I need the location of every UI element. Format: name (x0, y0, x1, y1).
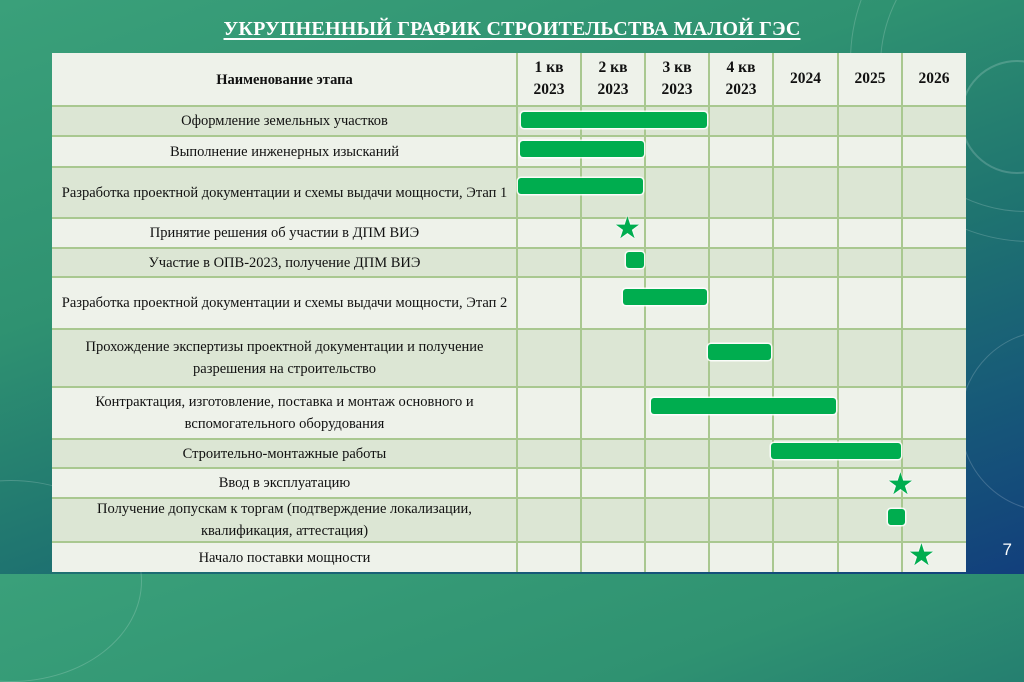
milestone-star-icon: ★ (908, 538, 935, 573)
stage-name: Получение допускам к торгам (подтвержден… (97, 501, 472, 539)
header-col-2026: 2026 (902, 53, 966, 105)
header-label: 2 кв (598, 59, 628, 76)
header-col-2024: 2024 (773, 53, 838, 105)
grid-line (708, 53, 710, 572)
header-label: 3 кв (662, 59, 692, 76)
grid-line (644, 53, 646, 572)
stage-name: Прохождение экспертизы проектной докумен… (85, 339, 484, 377)
milestone-star-icon: ★ (887, 467, 914, 502)
header-label: 2025 (854, 70, 886, 87)
stage-name: Начало поставки мощности (198, 549, 371, 566)
gantt-bar (708, 344, 771, 360)
table-header: Наименование этапа 1 кв 2023 2 кв 2023 3 к… (52, 53, 966, 106)
table-row: Ввод в эксплуатацию (52, 467, 966, 497)
table-row: Участие в ОПВ-2023, получение ДПМ ВИЭ (52, 247, 966, 276)
header-label: 1 кв (534, 59, 564, 76)
header-label: 2023 (597, 81, 629, 98)
header-col-q1-2023: 1 кв 2023 (517, 53, 581, 105)
page-title: УКРУПНЕННЫЙ ГРАФИК СТРОИТЕЛЬСТВА МАЛОЙ Г… (223, 18, 801, 40)
table-row: Оформление земельных участков (52, 105, 966, 135)
stage-name: Разработка проектной документации и схем… (61, 184, 508, 201)
gantt-bar (518, 178, 643, 194)
header-label: 2023 (533, 81, 565, 98)
table-row: Принятие решения об участии в ДПМ ВИЭ (52, 217, 966, 247)
table-row: Начало поставки мощности (52, 541, 966, 572)
grid-line (580, 53, 582, 572)
table-row: Прохождение экспертизы проектной докумен… (52, 328, 966, 386)
gantt-bar (520, 141, 644, 157)
grid-line (901, 53, 903, 572)
stage-name: Выполнение инженерных изысканий (169, 143, 400, 160)
table-row: Получение допускам к торгам (подтвержден… (52, 497, 966, 541)
table-row: Разработка проектной документации и схем… (52, 166, 966, 217)
gantt-bar (623, 289, 707, 305)
stage-name: Принятие решения об участии в ДПМ ВИЭ (149, 225, 420, 241)
decorative-ring (960, 60, 1024, 174)
header-col-q2-2023: 2 кв 2023 (581, 53, 645, 105)
header-stage-name: Наименование этапа (216, 71, 353, 88)
header-col-q4-2023: 4 кв 2023 (709, 53, 773, 105)
header-col-q3-2023: 3 кв 2023 (645, 53, 709, 105)
header-label: 2023 (661, 81, 693, 98)
stage-name: Контрактация, изготовление, поставка и м… (95, 394, 474, 432)
stage-name: Оформление земельных участков (181, 113, 388, 129)
table-row: Выполнение инженерных изысканий (52, 135, 966, 166)
stage-name: Разработка проектной документации и схем… (61, 295, 508, 311)
milestone-star-icon: ★ (614, 211, 641, 246)
page-number: 7 (1002, 540, 1012, 559)
stage-name: Участие в ОПВ-2023, получение ДПМ ВИЭ (148, 254, 421, 271)
gantt-bar (521, 112, 707, 128)
header-label: 2026 (918, 70, 950, 87)
gantt-bar (626, 252, 644, 268)
decorative-ring (960, 330, 1024, 512)
stage-name: Строительно-монтажные работы (182, 445, 387, 462)
table-row: Разработка проектной документации и схем… (52, 276, 966, 328)
stage-name: Ввод в эксплуатацию (218, 475, 351, 491)
gantt-bar (651, 398, 836, 414)
gantt-bar (888, 509, 905, 525)
header-col-2025: 2025 (838, 53, 902, 105)
header-label: 2023 (725, 81, 757, 98)
grid-line (837, 53, 839, 572)
grid-line (516, 53, 518, 572)
grid-line (772, 53, 774, 572)
header-label: 4 кв (726, 59, 756, 76)
gantt-table: Наименование этапа 1 кв 2023 2 кв 2023 3 к… (52, 53, 966, 572)
header-label: 2024 (790, 70, 821, 87)
gantt-bar (771, 443, 901, 459)
